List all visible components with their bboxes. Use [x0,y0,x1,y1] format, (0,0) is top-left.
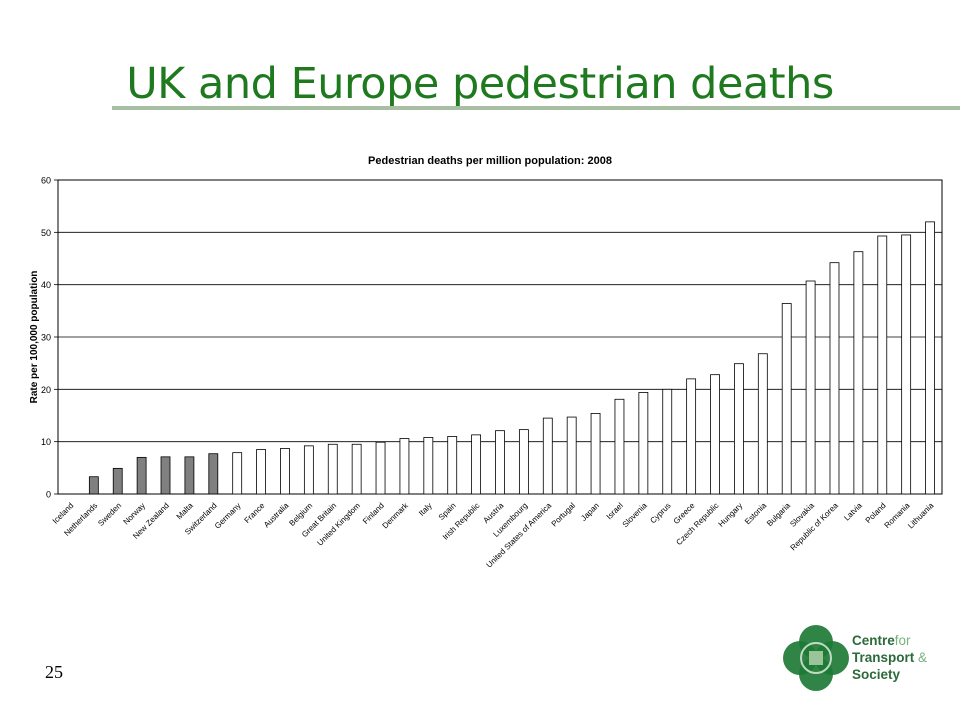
y-tick-label: 10 [41,437,51,447]
y-tick-label: 50 [41,228,51,238]
bar [686,378,697,495]
bar [829,262,840,495]
y-tick-label: 60 [41,176,51,186]
bar [566,416,577,495]
bars [88,221,935,495]
bar [590,413,601,495]
bar [662,388,673,495]
y-tick-label: 0 [46,490,51,500]
bar [781,303,792,495]
title-divider [112,106,960,110]
x-tick-label: Japan [579,501,601,523]
bar [805,280,816,495]
x-tick-label: Portugal [550,501,578,529]
x-tick-label: Spain [437,501,458,522]
bar [495,430,505,495]
bar [638,392,649,495]
bar [208,453,219,495]
bar [853,251,864,495]
bar [136,456,147,495]
bar [88,476,99,495]
bar [351,443,362,495]
bar [303,445,314,495]
x-tick-label: Bulgaria [765,501,793,529]
logo-line2-light: & [918,650,928,665]
bar [877,235,888,495]
x-tick-label: Lithuania [906,501,936,531]
y-tick-label: 30 [41,333,51,343]
bar [160,456,171,495]
slide-title: UK and Europe pedestrian deaths [126,59,834,109]
y-tick-label: 40 [41,280,51,290]
cts-logo-text: Centrefor Transport & Society [852,632,927,683]
bar [280,448,290,495]
x-tick-label: Germany [213,501,243,531]
x-tick-label: Czech Republic [674,501,720,547]
bar [447,436,458,495]
bar [423,437,434,495]
x-tick-label: Sweden [96,501,123,528]
x-tick-label: Cyprus [648,501,672,525]
logo-line3: Society [852,667,901,682]
x-tick-label: Israel [605,501,625,521]
bar [327,443,338,495]
x-tick-label: Hungary [717,501,745,529]
x-tick-label: Latvia [842,501,864,523]
bar [112,467,123,495]
x-tick-label: Malta [175,501,196,522]
page-number: 25 [45,662,63,682]
x-tick-label: Australia [262,501,291,530]
chart-title: Pedestrian deaths per million population… [368,155,612,167]
logo-line2: Transport [852,650,915,665]
bar [734,363,744,495]
bar-chart: Pedestrian deaths per million population… [29,155,943,570]
bar [614,398,625,495]
x-tick-label: United Kingdom [315,501,362,548]
cts-logo-icon [783,625,849,691]
bar [471,434,482,495]
bar [518,429,529,495]
bar [925,221,935,495]
bar [757,353,768,495]
bar [542,417,553,495]
bar [256,449,266,495]
logo-line1: Centre [852,633,895,648]
y-tick-label: 20 [41,385,51,395]
y-tick-labels: 0 10 20 30 40 50 60 [41,176,51,500]
bar [710,374,720,495]
bar [232,452,243,495]
logo-line1-light: for [894,633,911,648]
bar [375,441,386,495]
bar [399,438,410,495]
y-axis-label: Rate per 100,000 population [29,271,40,404]
bar [184,456,195,495]
bar [901,234,912,495]
x-tick-label: Slovenia [621,501,649,529]
x-tick-label: Italy [417,501,434,518]
x-tick-label: Denmark [381,500,411,530]
